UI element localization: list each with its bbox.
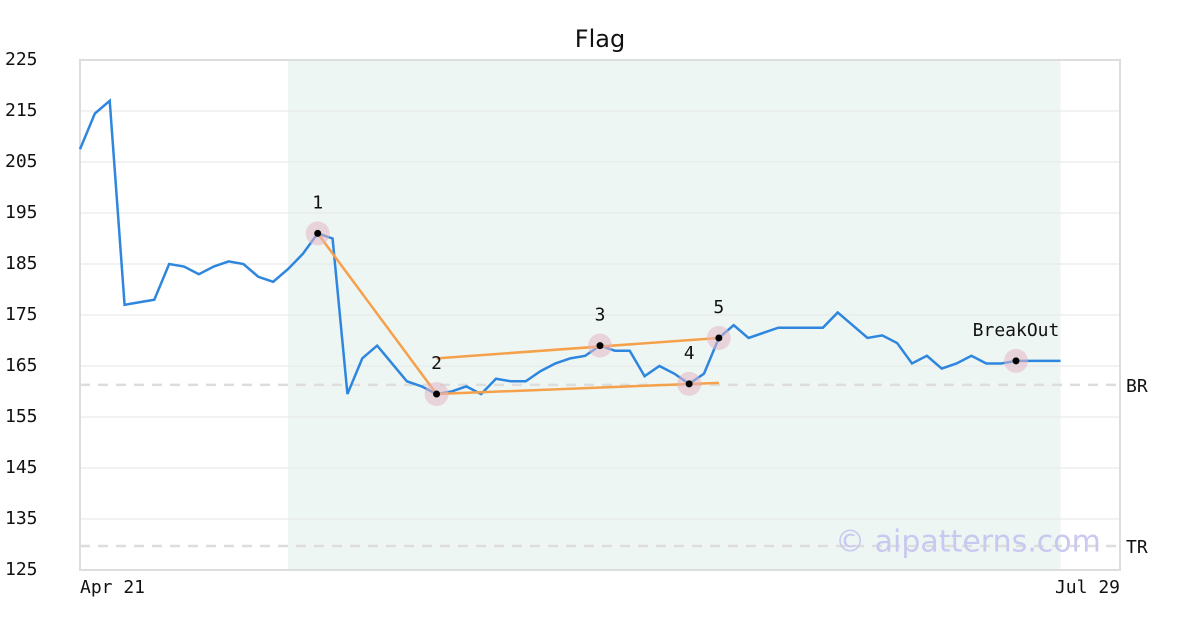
point-label: 5 [713, 297, 724, 318]
chart-title: Flag [575, 25, 625, 53]
trend-line [316, 232, 438, 395]
y-tick-label: 125 [5, 559, 38, 580]
level-label: TR [1126, 537, 1148, 558]
point-dot [685, 380, 693, 388]
watermark: © aipatterns.com [835, 525, 1101, 560]
y-tick-label: 225 [5, 49, 38, 70]
point-dot [1012, 357, 1020, 365]
x-tick-label: Jul 29 [1055, 577, 1120, 598]
point-dot [596, 342, 604, 350]
trend-line [436, 381, 719, 396]
y-tick-label: 195 [5, 202, 38, 223]
y-tick-label: 135 [5, 508, 38, 529]
level-label: BR [1126, 376, 1148, 397]
x-tick-label: Apr 21 [80, 577, 145, 598]
point-label: BreakOut [973, 320, 1060, 341]
point-label: 1 [312, 192, 323, 213]
y-tick-label: 215 [5, 100, 38, 121]
point-label: 2 [431, 353, 442, 374]
y-tick-label: 175 [5, 304, 38, 325]
y-tick-label: 185 [5, 253, 38, 274]
y-tick-label: 145 [5, 457, 38, 478]
y-tick-label: 165 [5, 355, 38, 376]
point-dot [433, 390, 441, 398]
line-series [78, 98, 1061, 396]
point-label: 4 [684, 343, 695, 364]
point-dot [715, 334, 723, 342]
y-tick-label: 205 [5, 151, 38, 172]
point-dot [314, 229, 322, 237]
trend-line [436, 336, 719, 360]
point-label: 3 [595, 305, 606, 326]
plot-frame [79, 59, 1121, 571]
y-tick-label: 155 [5, 406, 38, 427]
